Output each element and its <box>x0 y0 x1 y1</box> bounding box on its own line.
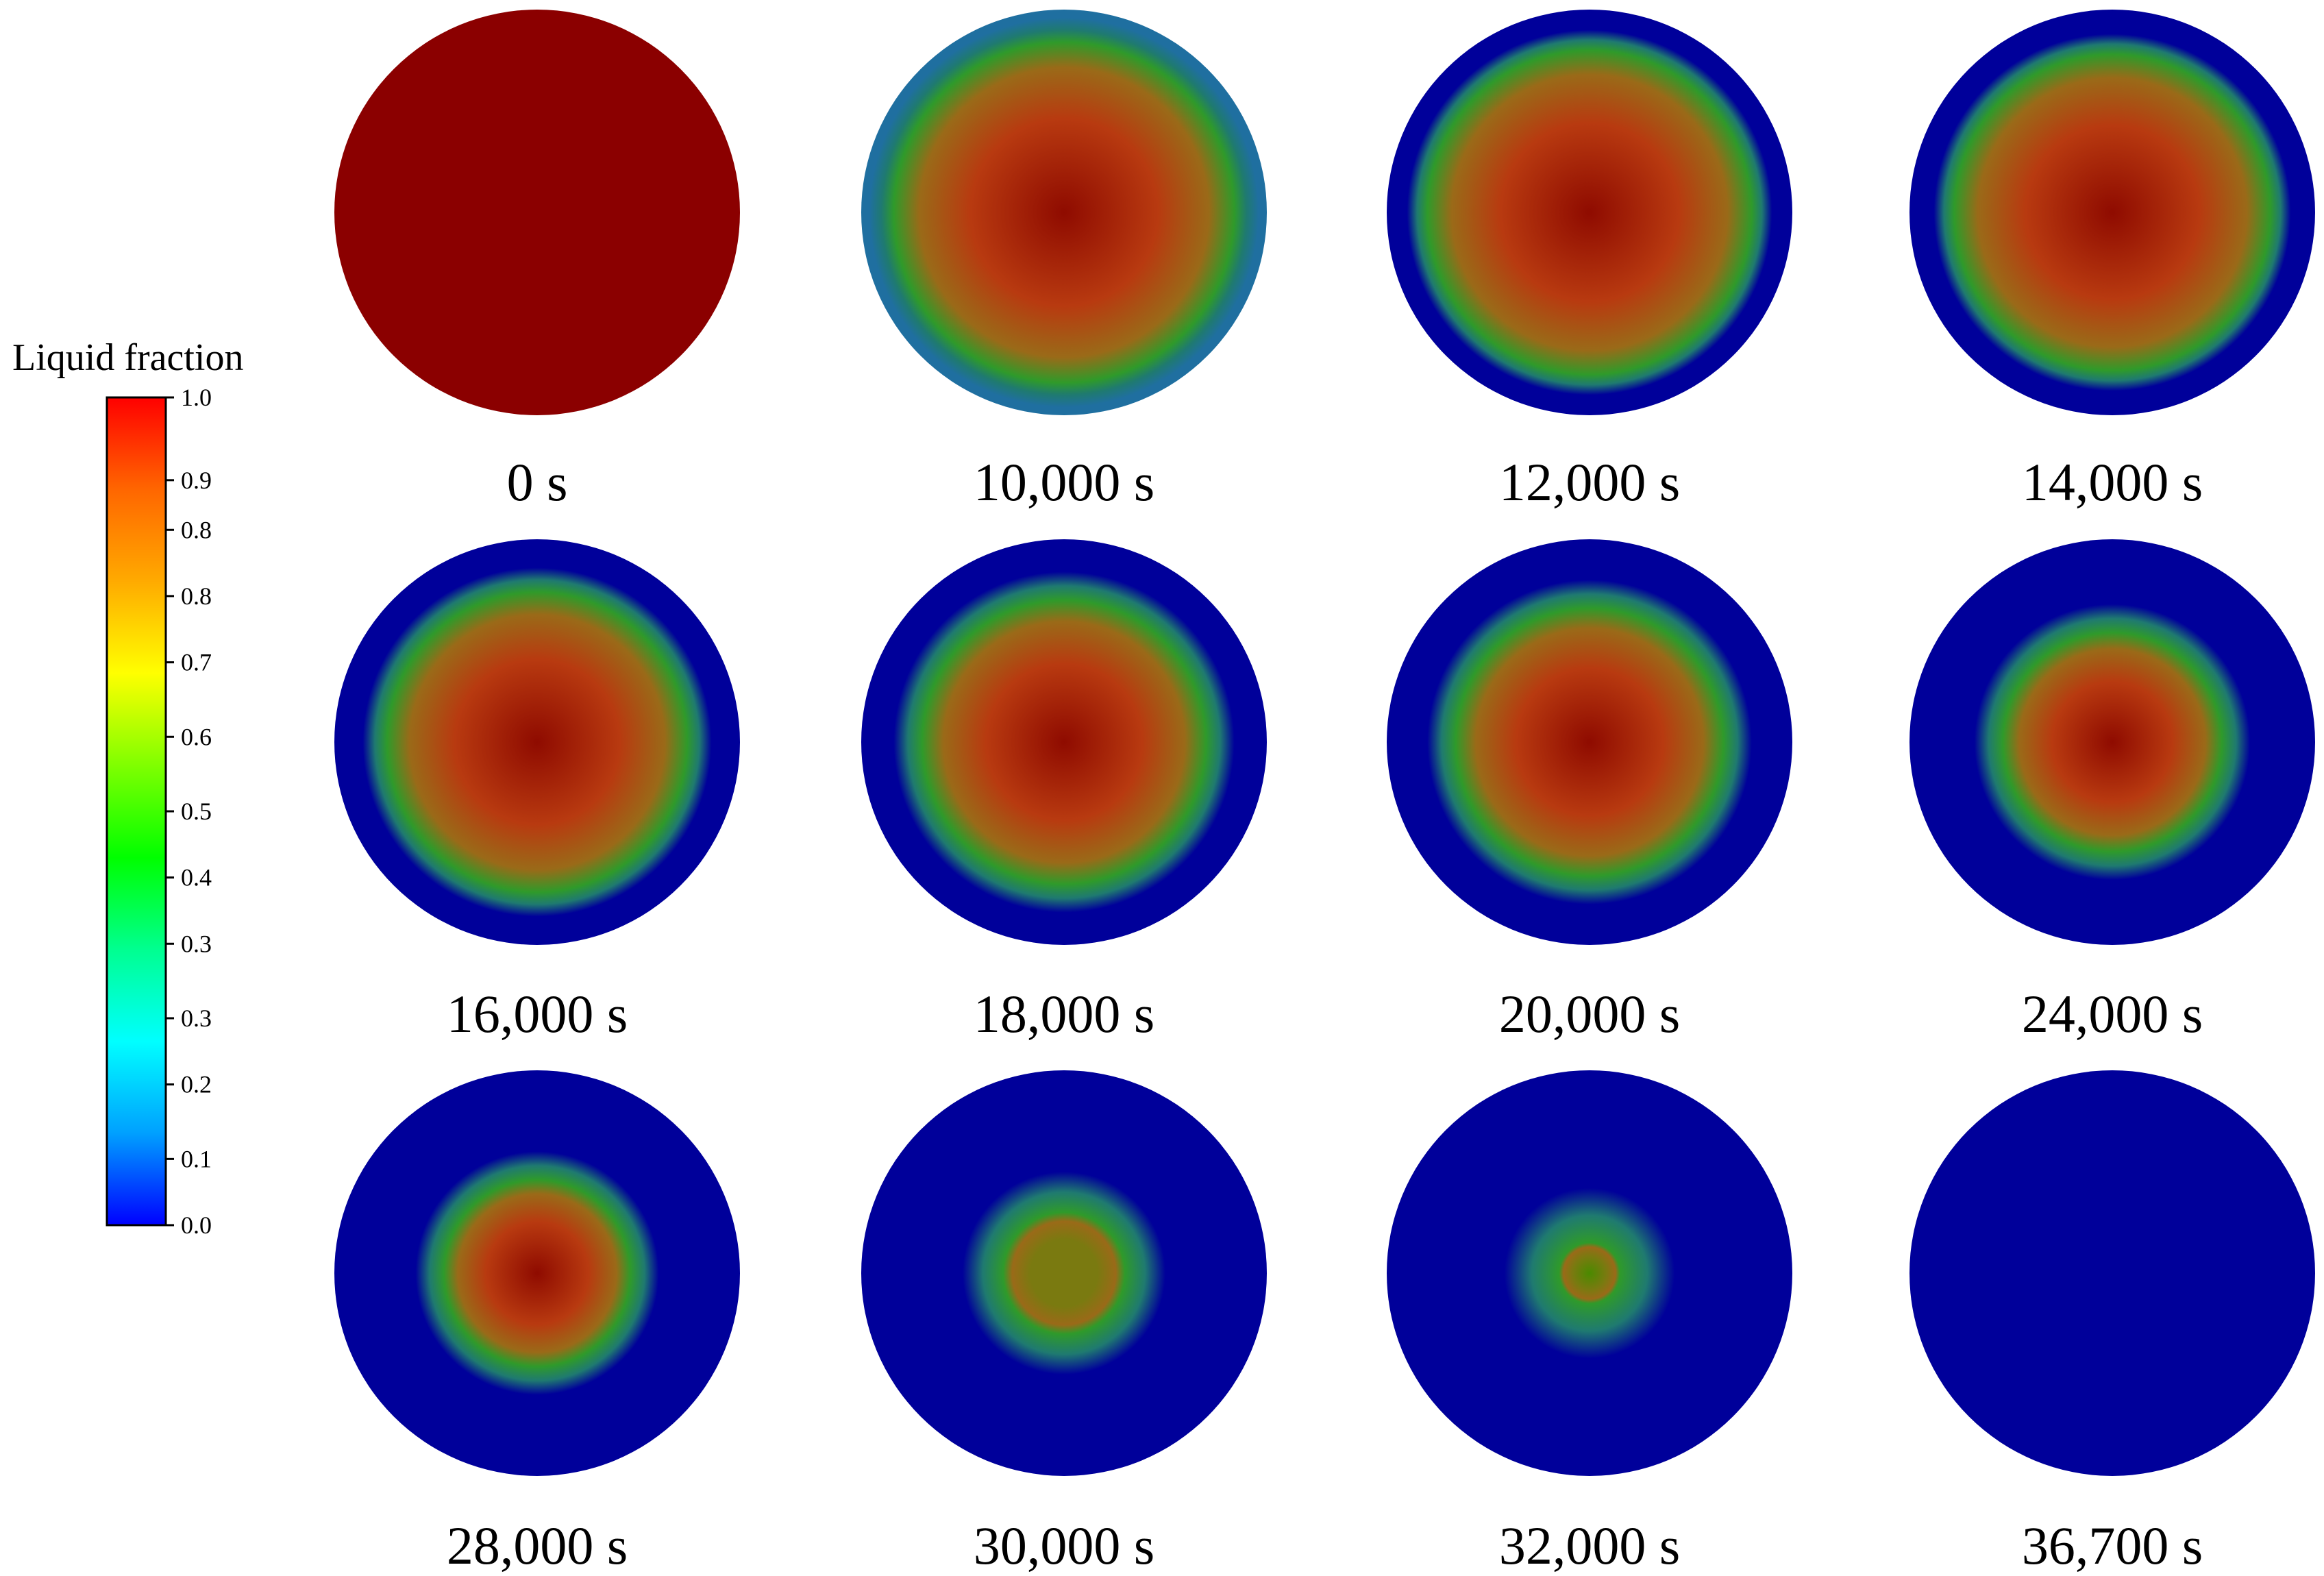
time-label: 28,000 s <box>447 1516 628 1575</box>
colorbar-tick-label: 0.8 <box>181 582 212 610</box>
colorbar-tick-label: 0.6 <box>181 723 212 750</box>
time-label: 18,000 s <box>974 984 1154 1044</box>
liquid-fraction-disc <box>1909 1070 2315 1476</box>
time-label: 24,000 s <box>2022 984 2203 1044</box>
colorbar-tick-label: 0.9 <box>181 467 212 494</box>
colorbar <box>106 396 167 1227</box>
colorbar-tick-label: 0.7 <box>181 649 212 676</box>
liquid-fraction-disc <box>334 539 740 945</box>
colorbar-tick-label: 0.5 <box>181 798 212 825</box>
legend-title: Liquid fraction <box>12 336 243 379</box>
liquid-fraction-disc <box>1387 1070 1792 1476</box>
panel-grid: 0 s 10,000 s 12,000 s 14,000 s 16,000 s 18,00… <box>334 10 2315 1575</box>
liquid-fraction-disc <box>1387 10 1792 415</box>
colorbar-tick-label: 0.1 <box>181 1145 212 1172</box>
liquid-fraction-disc <box>861 539 1267 945</box>
liquid-fraction-disc <box>334 1070 740 1476</box>
time-label: 14,000 s <box>2022 452 2203 512</box>
time-label: 10,000 s <box>974 452 1154 512</box>
time-label: 16,000 s <box>447 984 628 1044</box>
time-label: 0 s <box>507 452 568 512</box>
time-label: 36,700 s <box>2022 1516 2203 1575</box>
liquid-fraction-disc <box>1909 539 2315 945</box>
time-label: 32,000 s <box>1499 1516 1680 1575</box>
colorbar-tick-label: 0.0 <box>181 1211 212 1239</box>
time-label: 12,000 s <box>1499 452 1680 512</box>
colorbar-tick-label: 0.3 <box>181 930 212 957</box>
colorbar-tick-label: 0.8 <box>181 516 212 543</box>
liquid-fraction-disc <box>861 10 1267 415</box>
liquid-fraction-disc <box>334 10 740 415</box>
liquid-fraction-disc <box>861 1070 1267 1476</box>
time-label: 30,000 s <box>974 1516 1154 1575</box>
time-label: 20,000 s <box>1499 984 1680 1044</box>
colorbar-ticks: 1.0 0.9 0.8 0.8 0.7 0.6 0.5 0.4 0.3 0.3 0.2 0.1 0.0 <box>166 384 212 1239</box>
liquid-fraction-disc <box>1909 10 2315 415</box>
colorbar-tick-label: 0.3 <box>181 1005 212 1032</box>
colorbar-tick-label: 1.0 <box>181 384 212 411</box>
colorbar-tick-label: 0.2 <box>181 1071 212 1098</box>
liquid-fraction-disc <box>1387 539 1792 945</box>
colorbar-legend: Liquid fraction 1.0 0.9 0.8 0.8 0.7 0.6 0.5 0.4… <box>12 336 243 1239</box>
colorbar-tick-label: 0.4 <box>181 864 212 891</box>
